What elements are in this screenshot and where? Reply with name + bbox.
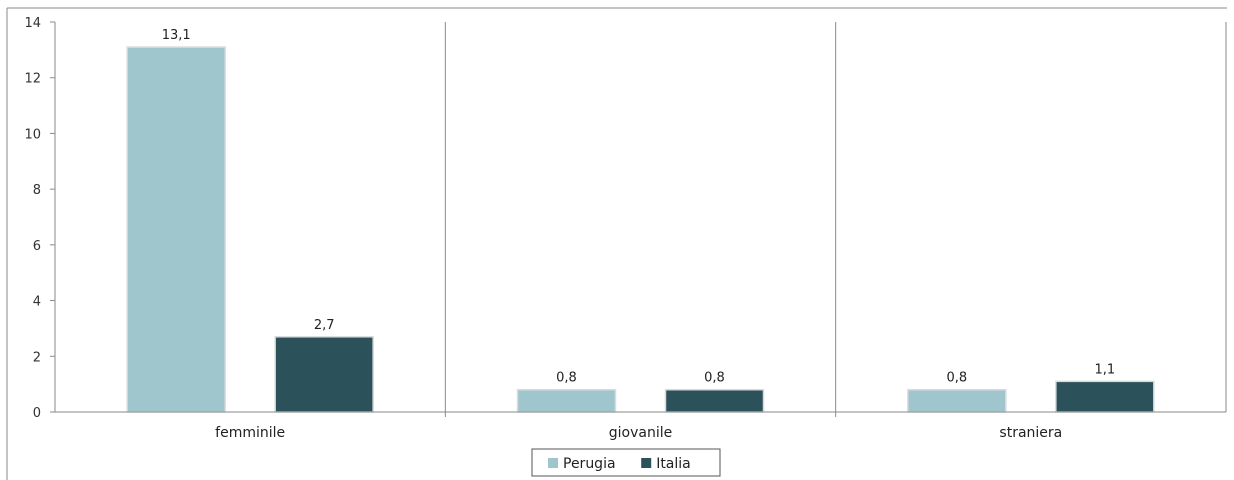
bar-italia-straniera [1055, 380, 1155, 413]
legend-box [531, 448, 721, 477]
y-tick-label: 6 [33, 239, 41, 254]
y-tick-label: 4 [33, 295, 41, 310]
data-label-italia-femminile: 2,7 [314, 318, 335, 333]
bar-perugia-femminile [126, 46, 226, 413]
data-label-italia-straniera: 1,1 [1094, 362, 1115, 377]
x-category-label: straniera [999, 425, 1062, 441]
y-tick-label: 8 [33, 183, 41, 198]
y-tick-label: 0 [33, 406, 41, 421]
category-separators [444, 22, 1227, 412]
data-label-perugia-giovanile: 0,8 [556, 371, 577, 386]
bar-perugia-giovanile [516, 388, 617, 413]
data-label-perugia-straniera: 0,8 [946, 371, 967, 386]
bar-italia-femminile [274, 336, 374, 413]
data-labels: 13,1 2,7 0,8 0,8 0,8 1,1 [162, 28, 1115, 386]
y-tick-label: 2 [33, 350, 41, 365]
bar-perugia-straniera [907, 388, 1007, 413]
bars [126, 46, 1155, 413]
y-tick-label: 14 [24, 16, 41, 31]
legend-label-perugia: Perugia [563, 456, 616, 472]
data-label-italia-giovanile: 0,8 [704, 371, 725, 386]
legend-swatch-perugia [548, 458, 558, 468]
x-category-label: giovanile [609, 425, 672, 441]
bar-italia-giovanile [664, 388, 765, 413]
legend-label-italia: Italia [656, 456, 691, 472]
x-axis: femminile giovanile straniera [55, 411, 1226, 441]
y-tick-label: 12 [24, 72, 41, 87]
legend-swatch-italia [641, 458, 652, 468]
data-label-perugia-femminile: 13,1 [162, 28, 191, 43]
legend: Perugia Italia [531, 448, 721, 477]
x-category-label: femminile [215, 425, 285, 441]
y-tick-label: 10 [24, 127, 41, 142]
y-axis: 0 2 4 6 8 10 12 14 [24, 16, 56, 421]
